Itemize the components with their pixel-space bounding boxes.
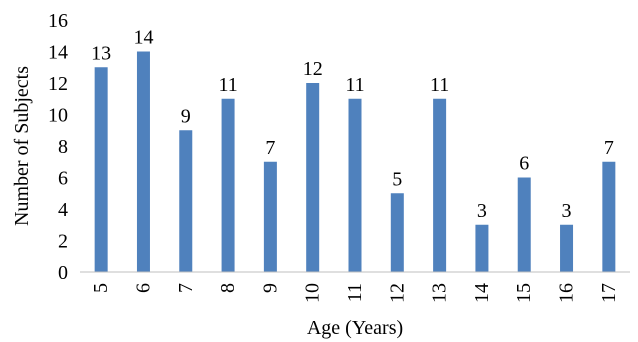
bar: [221, 98, 235, 272]
y-tick-label: 6: [58, 168, 68, 190]
x-tick-label: 10: [302, 283, 324, 303]
bar-data-label: 3: [562, 200, 572, 222]
x-tick-label: 16: [556, 283, 578, 303]
y-tick-label: 14: [48, 42, 68, 64]
x-axis-ticks: 5 6 7 8 9 10 11 12 13 14 15 16 17: [90, 283, 620, 303]
bar: [306, 83, 320, 272]
x-tick-label: 9: [259, 283, 281, 293]
x-tick-label: 11: [344, 283, 366, 302]
bar-data-label: 11: [345, 74, 364, 96]
bar-data-label: 5: [392, 168, 402, 190]
bar-data-label: 13: [91, 42, 111, 64]
y-tick-label: 4: [58, 199, 68, 221]
bar-data-label: 11: [430, 74, 449, 96]
x-tick-label: 5: [90, 283, 112, 293]
data-labels: 13 14 9 11 7 12 11 5 11 3 6 3 7: [91, 27, 614, 222]
x-tick-label: 12: [386, 283, 408, 303]
bar: [94, 67, 108, 272]
bar-data-label: 7: [604, 137, 614, 159]
bar: [136, 51, 150, 272]
x-tick-label: 8: [217, 283, 239, 293]
y-axis-ticks: 0 2 4 6 8 10 12 14 16: [48, 10, 68, 284]
y-tick-label: 12: [48, 73, 68, 95]
bar: [602, 161, 616, 272]
bar: [179, 130, 193, 272]
bar-data-label: 3: [477, 200, 487, 222]
y-tick-label: 10: [48, 105, 68, 127]
x-tick-label: 6: [132, 283, 154, 293]
x-tick-label: 14: [471, 283, 493, 303]
bar: [348, 98, 362, 272]
bar-data-label: 12: [303, 58, 323, 80]
bar: [475, 224, 489, 272]
y-tick-label: 16: [48, 10, 68, 32]
x-tick-label: 17: [598, 283, 620, 303]
bar-data-label: 14: [133, 27, 153, 49]
x-tick-label: 13: [429, 283, 451, 303]
x-axis-title: Age (Years): [307, 317, 403, 339]
bar-data-label: 6: [519, 153, 529, 175]
y-tick-label: 8: [58, 136, 68, 158]
y-axis-title: Number of Subjects: [11, 66, 33, 226]
bar: [390, 193, 404, 272]
bar: [560, 224, 574, 272]
bar: [433, 98, 447, 272]
x-tick-label: 15: [513, 283, 535, 303]
bar-data-label: 9: [181, 105, 191, 127]
y-tick-label: 2: [58, 231, 68, 253]
x-tick-label: 7: [175, 283, 197, 293]
bar: [263, 161, 277, 272]
bar: [517, 177, 531, 272]
bar-data-label: 11: [218, 74, 237, 96]
bar-data-label: 7: [265, 137, 275, 159]
bars: [94, 51, 616, 272]
y-tick-label: 0: [58, 262, 68, 284]
